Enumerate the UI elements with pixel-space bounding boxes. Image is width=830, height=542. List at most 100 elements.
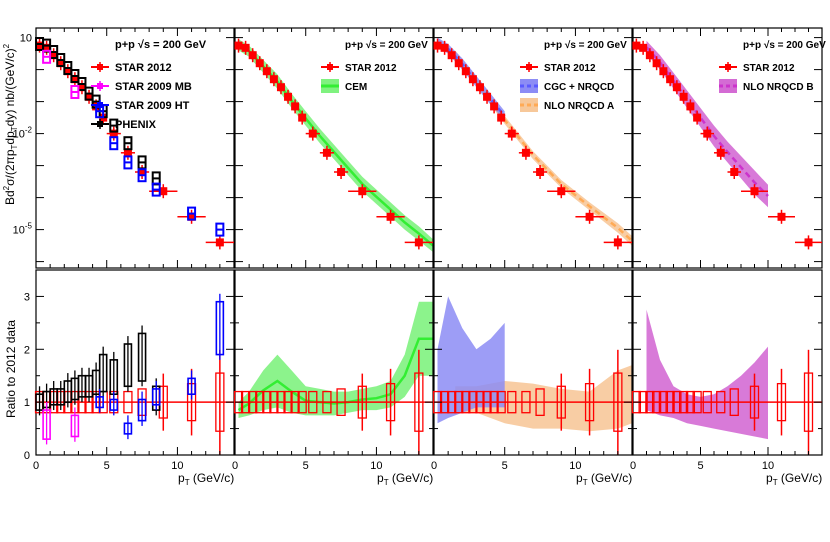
star2012-point (507, 129, 516, 138)
star2012-point (777, 212, 786, 221)
x-tick-label: 0 (33, 460, 39, 472)
star2012-point (215, 238, 224, 247)
star2012-point (693, 113, 702, 122)
star2012-point (461, 67, 470, 76)
star2012-point (475, 83, 484, 92)
data-points (34, 37, 822, 455)
star2012-ratio-box (276, 390, 286, 414)
star2012-point (284, 92, 293, 101)
star2012-point (308, 129, 317, 138)
legend-label: STAR 2012 (115, 62, 172, 74)
star2012-point (337, 168, 346, 176)
star2012-ratio-box (692, 390, 702, 414)
star2012-ratio-box (665, 390, 675, 414)
star2012-point (56, 59, 65, 68)
x-tick-label: 10 (762, 460, 774, 472)
star2012-point (291, 102, 300, 111)
star2012-ratio-box (283, 390, 293, 414)
star2012-ratio-box (308, 390, 318, 414)
x-tick-label: 5 (303, 460, 309, 472)
star2012-point (322, 148, 331, 157)
x-axis-label: pT (GeV/c) (377, 471, 433, 487)
star2012-ratio-box (716, 390, 726, 414)
y-axis-label-bottom: Ratio to 2012 data (4, 320, 18, 418)
star2012-point (269, 75, 278, 84)
panel-frame-bottom-1 (35, 269, 235, 456)
theory-bands (237, 37, 769, 440)
star2012-ratio-box (482, 390, 492, 414)
star2012-ratio-box (535, 388, 545, 417)
star2012-point (521, 148, 530, 157)
star2012-ratio-box (489, 390, 499, 414)
y-axis-label-top: Bd2σ/(2πpTdpTdy) nb/(GeV/c)2 (2, 43, 19, 205)
star2012-point (447, 51, 456, 60)
star2012-ratio-box (672, 390, 682, 414)
star2012-point (490, 102, 499, 111)
star2012-point (454, 59, 463, 68)
x-tick-label: 10 (370, 460, 382, 472)
star2012-point (536, 168, 545, 176)
star2012-ratio-box (322, 390, 332, 414)
star2012-point (645, 51, 654, 60)
star2012-point (123, 148, 132, 157)
legend-label: STAR 2012 (345, 63, 397, 74)
star2012-point (730, 168, 739, 176)
star2012-ratio-box (658, 390, 669, 414)
legend-label: STAR 2009 MB (115, 81, 192, 93)
cem-band-top (238, 39, 433, 253)
legend-marker (97, 83, 103, 89)
star2012-point (652, 59, 661, 68)
legend-marker (526, 64, 532, 70)
cem-band-ratio (238, 301, 433, 418)
legend-marker (97, 64, 103, 70)
legend-marker (725, 64, 731, 70)
legend-label: STAR 2009 HT (115, 100, 190, 112)
star2012-ratio-box (255, 390, 265, 414)
x-tick-label: 5 (104, 460, 110, 472)
star2012-point (679, 92, 688, 101)
star2012-ratio-box (645, 390, 655, 414)
y-tick-label-top: 10-5 (13, 222, 33, 237)
x-axis-label: pT (GeV/c) (178, 471, 234, 487)
star2012-point (241, 43, 250, 52)
star2012-point (42, 43, 51, 52)
legend-label: NLO NRQCD A (544, 101, 614, 112)
x-tick-label: 10 (171, 460, 183, 472)
star2012-ratio-box (290, 390, 300, 414)
star2012-point (255, 59, 264, 68)
y-tick-label-bottom: 3 (24, 291, 30, 303)
star2012-point (468, 75, 477, 84)
star2012-point (433, 41, 442, 50)
nlo-a-band-top (455, 50, 632, 246)
star2012-ratio-box (262, 390, 272, 414)
star2012-point (70, 75, 79, 84)
star2012-ratio-box (468, 390, 478, 414)
star2012-point (632, 41, 641, 50)
star2012-point (77, 83, 86, 92)
x-tick-label: 5 (502, 460, 508, 472)
legend-header: p+p √s = 200 GeV (345, 40, 428, 51)
legend-label: STAR 2012 (544, 63, 596, 74)
star2012-point (672, 83, 681, 92)
star2012-ratio-box (729, 388, 739, 417)
x-tick-label: 0 (232, 460, 238, 472)
star2012-point (750, 187, 759, 196)
x-axis-label: pT (GeV/c) (766, 471, 822, 487)
star2012-point (276, 83, 285, 92)
star2012-point (703, 129, 712, 138)
legend-marker (97, 102, 103, 108)
x-tick-label: 0 (431, 460, 437, 472)
cem-line-ratio (237, 337, 433, 412)
star2012-point (666, 75, 675, 84)
star2012-point (109, 129, 118, 138)
x-axis-label: pT (GeV/c) (576, 471, 632, 487)
star2012-ratio-box (454, 390, 464, 414)
star2012-point (85, 92, 94, 101)
star2012-point (262, 67, 271, 76)
y-tick-label-top: 10-2 (13, 126, 33, 141)
star2012-point (63, 67, 72, 76)
star2012-point (49, 51, 58, 60)
y-tick-label-bottom: 0 (24, 450, 30, 462)
